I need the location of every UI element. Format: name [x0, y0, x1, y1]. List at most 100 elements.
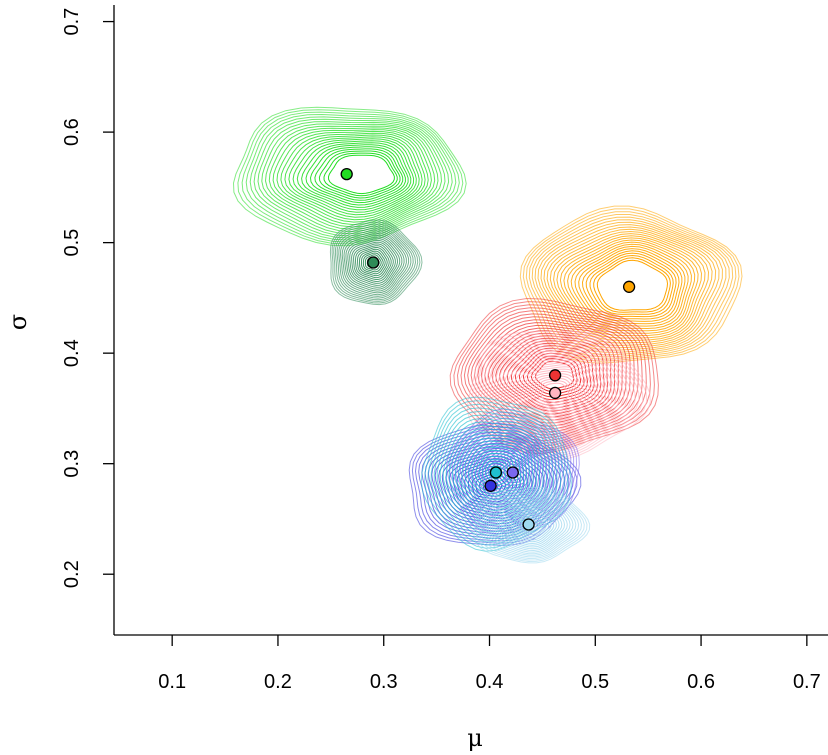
x-axis-title: μ	[467, 724, 483, 752]
contour-line	[503, 507, 555, 543]
contour-line	[498, 504, 560, 546]
contour-line	[492, 499, 568, 552]
x-tick-label: 0.4	[476, 671, 504, 693]
data-point-2	[622, 280, 636, 293]
contour-line	[314, 148, 404, 201]
contour-line	[507, 359, 603, 429]
contour-line	[483, 493, 580, 558]
contour-line	[510, 512, 547, 537]
contour-line	[563, 239, 696, 332]
data-point-4	[548, 386, 562, 400]
contour-line	[257, 121, 446, 235]
y-tick-label: 0.6	[61, 118, 83, 146]
data-point-6	[506, 466, 519, 479]
contour-line	[353, 243, 394, 283]
contour-line	[543, 226, 717, 346]
contour-line	[329, 219, 423, 306]
contour-line	[528, 214, 734, 358]
x-tick-label: 0.6	[687, 671, 715, 693]
contour-line	[245, 113, 457, 241]
contour-line	[559, 237, 699, 334]
contour-line	[339, 231, 410, 296]
data-point-7	[489, 466, 503, 479]
contour-line	[288, 136, 420, 216]
contour-line	[496, 502, 563, 548]
contour-line	[537, 380, 574, 406]
contour-line	[301, 142, 412, 208]
data-point-3	[548, 369, 562, 382]
contour-line	[284, 134, 423, 218]
contour-line	[349, 240, 399, 286]
contour-line	[436, 414, 555, 536]
contour-line	[522, 208, 740, 362]
contour-line	[501, 505, 557, 545]
contour-line	[540, 224, 720, 349]
contour-line	[510, 361, 600, 427]
contour-line	[471, 449, 519, 497]
contour-line	[487, 496, 574, 555]
contour-line	[480, 492, 583, 560]
contour-line	[361, 250, 386, 275]
contour-line	[503, 357, 606, 432]
y-tick-label: 0.4	[61, 339, 83, 367]
contour-line	[305, 144, 409, 206]
contour-line	[323, 152, 398, 197]
data-point-0	[340, 167, 353, 181]
contour-line	[481, 459, 510, 487]
contour-line	[494, 351, 617, 440]
contour-group-0	[232, 106, 467, 247]
contour-line	[593, 257, 671, 313]
contour-line	[477, 322, 627, 433]
contour-line	[515, 515, 542, 534]
contour-line	[253, 118, 450, 237]
contour-line	[537, 221, 723, 351]
contour-line	[492, 349, 621, 442]
contour-line	[530, 375, 580, 411]
contour-line	[540, 382, 570, 404]
data-point-1	[367, 256, 380, 269]
contour-line	[520, 368, 590, 419]
y-tick-label: 0.7	[61, 8, 83, 36]
contour-line	[485, 495, 577, 556]
contour-line	[534, 360, 575, 390]
contour-group-1	[329, 219, 423, 306]
contour-line	[232, 106, 467, 247]
contour-line	[519, 205, 743, 364]
contour-line	[473, 486, 591, 564]
contour-line	[296, 140, 415, 211]
contour-line	[474, 452, 516, 494]
contour-line	[513, 363, 596, 424]
contour-line	[334, 225, 417, 301]
contour-line	[268, 127, 436, 228]
contour-line	[578, 248, 683, 322]
contour-line	[478, 456, 513, 490]
contour-line	[347, 238, 401, 288]
contour-line	[500, 355, 610, 434]
contour-line	[473, 335, 644, 456]
x-tick-label: 0.2	[264, 671, 292, 693]
contour-line	[338, 229, 412, 297]
contour-line	[351, 241, 396, 284]
contour-line	[475, 488, 588, 563]
contour-line	[508, 510, 550, 539]
axes: 0.1 0.2 0.3 0.4 0.5 0.6 0.7 0.2 0.3 0.4 0.5 0.6 0.7	[61, 5, 828, 693]
contour-line	[442, 421, 548, 529]
contour-line	[570, 243, 689, 327]
contour-line	[237, 109, 464, 245]
contour-line	[488, 465, 503, 480]
contour-line	[516, 366, 593, 421]
contour-line	[581, 250, 680, 320]
contour-line	[525, 211, 737, 360]
contour-line	[461, 440, 528, 508]
contour-line	[497, 353, 613, 437]
contour-group-2	[519, 205, 743, 364]
contour-line	[318, 150, 401, 199]
contour-line	[249, 116, 453, 239]
contour-line	[478, 490, 585, 561]
contour-line	[456, 420, 569, 525]
contour-line	[333, 223, 419, 302]
x-tick-label: 0.3	[370, 671, 398, 693]
contour-line	[589, 254, 674, 315]
contour-group-4	[466, 330, 651, 461]
